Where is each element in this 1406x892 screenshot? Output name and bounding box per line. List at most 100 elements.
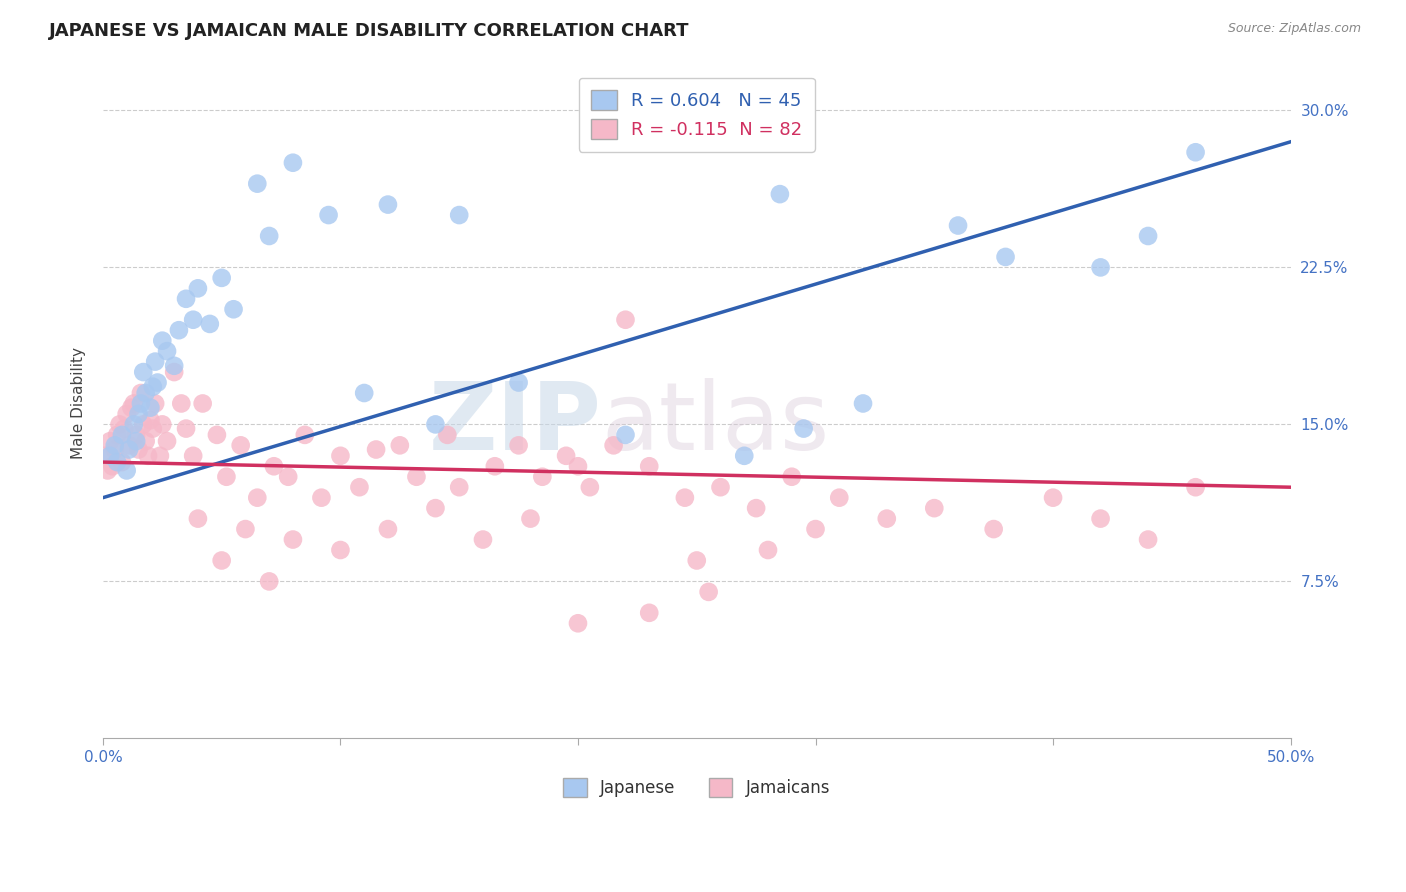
Point (804, 522, 827, 536)
Point (125, 428, 148, 442)
Point (122, 396, 145, 410)
Point (104, 438, 127, 452)
Point (745, 501, 768, 516)
Point (531, 469, 554, 483)
Point (638, 606, 661, 620)
Point (828, 491, 851, 505)
Point (146, 376, 169, 390)
Point (142, 421, 165, 435)
Point (170, 396, 193, 410)
Point (425, 417, 447, 432)
Point (388, 438, 411, 452)
Point (222, 302, 245, 317)
Point (756, 543, 779, 558)
Point (246, 177, 269, 191)
Point (567, 459, 589, 474)
Point (139, 401, 162, 415)
Point (98, 449, 121, 463)
Point (98, 434, 121, 449)
Point (115, 463, 138, 477)
Point (108, 417, 131, 432)
Point (104, 442, 127, 457)
Point (1184, 145, 1206, 160)
Point (364, 442, 387, 457)
Point (638, 459, 661, 474)
Point (876, 511, 898, 525)
Point (174, 421, 197, 435)
Point (101, 459, 124, 474)
Point (436, 428, 458, 442)
Point (780, 469, 803, 483)
Text: atlas: atlas (602, 377, 830, 469)
Point (111, 428, 134, 442)
Point (112, 421, 135, 435)
Y-axis label: Male Disability: Male Disability (72, 348, 86, 459)
Point (211, 271, 233, 285)
Point (150, 417, 173, 432)
Point (1184, 480, 1206, 494)
Point (733, 449, 755, 463)
Point (769, 187, 792, 202)
Point (156, 434, 179, 449)
Point (122, 417, 145, 432)
Point (105, 428, 128, 442)
Point (149, 449, 172, 463)
Point (349, 480, 371, 494)
Point (602, 438, 624, 452)
Point (377, 522, 399, 536)
Point (449, 208, 471, 222)
Point (329, 449, 352, 463)
Point (111, 455, 134, 469)
Point (156, 344, 179, 359)
Point (132, 417, 155, 432)
Point (97, 463, 120, 477)
Point (983, 522, 1005, 536)
Point (187, 511, 209, 525)
Point (318, 208, 340, 222)
Point (852, 396, 875, 410)
Point (709, 480, 731, 494)
Point (673, 491, 696, 505)
Point (150, 334, 173, 348)
Point (697, 585, 720, 599)
Point (94, 449, 117, 463)
Point (579, 480, 602, 494)
Point (142, 380, 165, 394)
Text: JAPANESE VS JAMAICAN MALE DISABILITY CORRELATION CHART: JAPANESE VS JAMAICAN MALE DISABILITY COR… (49, 22, 690, 40)
Point (508, 376, 530, 390)
Point (118, 438, 141, 452)
Point (174, 292, 197, 306)
Point (132, 365, 155, 379)
Point (263, 459, 285, 474)
Point (118, 442, 141, 457)
Point (115, 407, 138, 421)
Point (163, 365, 186, 379)
Point (129, 396, 152, 410)
Point (614, 312, 637, 326)
Point (508, 438, 530, 452)
Point (257, 229, 280, 244)
Point (129, 386, 152, 401)
Point (1137, 533, 1160, 547)
Point (128, 407, 150, 421)
Point (1090, 260, 1112, 275)
Point (135, 386, 157, 401)
Point (191, 396, 214, 410)
Point (329, 543, 352, 558)
Point (281, 533, 304, 547)
Point (472, 533, 495, 547)
Point (1042, 491, 1064, 505)
Point (143, 354, 166, 368)
Point (519, 511, 541, 525)
Point (377, 197, 399, 211)
Point (567, 616, 589, 631)
Text: ZIP: ZIP (429, 377, 602, 469)
Point (277, 469, 299, 483)
Point (163, 359, 186, 373)
Point (229, 438, 252, 452)
Point (793, 421, 815, 435)
Point (128, 442, 150, 457)
Text: Source: ZipAtlas.com: Source: ZipAtlas.com (1227, 22, 1361, 36)
Point (449, 480, 471, 494)
Point (187, 281, 209, 295)
